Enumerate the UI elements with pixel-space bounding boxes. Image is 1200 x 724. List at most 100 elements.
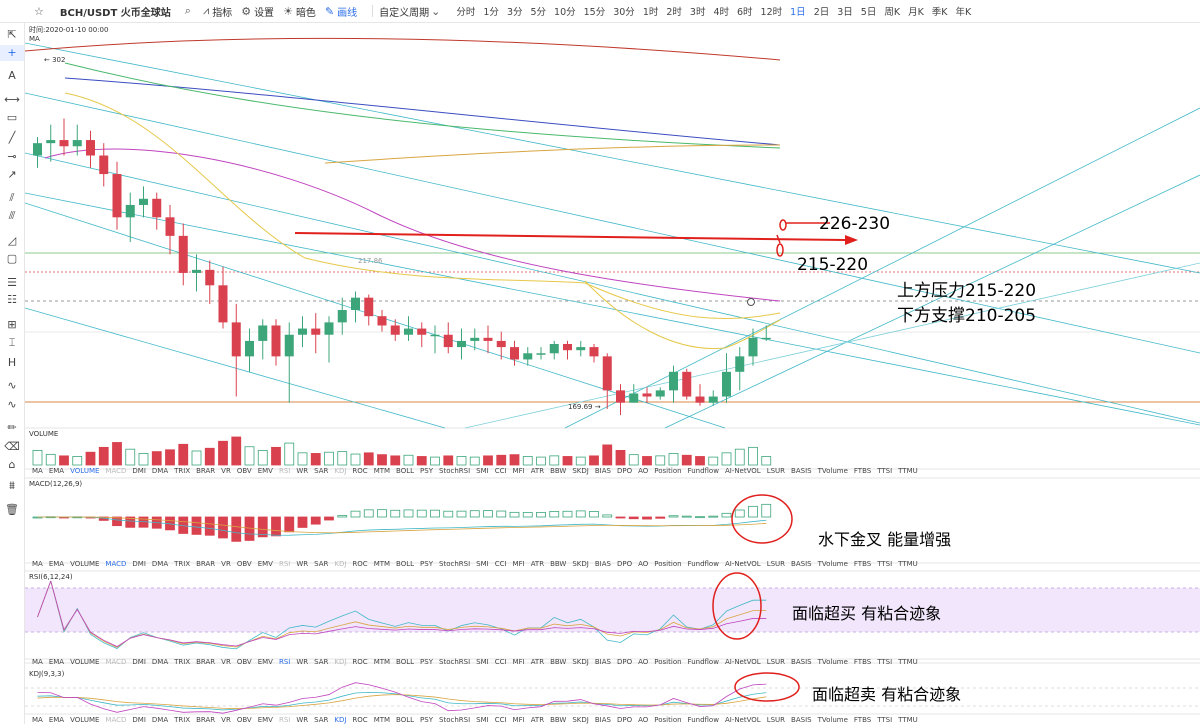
indicator-tab-brar[interactable]: BRAR <box>196 716 216 724</box>
indicator-tab-position[interactable]: Position <box>654 467 682 475</box>
indicator-tab-lsur[interactable]: LSUR <box>766 658 786 666</box>
custom-period-dropdown[interactable]: 自定义周期 ⌄ <box>379 4 441 19</box>
indicator-tab-ttsi[interactable]: TTSI <box>877 658 893 666</box>
indicator-tab-skdj[interactable]: SKDJ <box>572 560 589 568</box>
indicator-tab-lsur[interactable]: LSUR <box>766 716 786 724</box>
indicator-tab-smi[interactable]: SMI <box>476 716 489 724</box>
cursor-icon[interactable]: ⇱ <box>7 28 17 41</box>
trash-icon[interactable]: 🗑 <box>5 503 19 516</box>
indicator-tab-tvolume[interactable]: TVolume <box>817 560 848 568</box>
indicator-tab-ftbs[interactable]: FTBS <box>853 658 872 666</box>
indicator-tab-macd[interactable]: MACD <box>105 658 127 666</box>
indicator-tab-ma[interactable]: MA <box>32 658 43 666</box>
indicator-tab-dmi[interactable]: DMI <box>132 658 146 666</box>
period-5[interactable]: 15分 <box>583 7 606 18</box>
period-0[interactable]: 分时 <box>456 7 476 18</box>
gann-icon[interactable]: H <box>7 356 17 369</box>
search-icon[interactable]: ⌕ <box>184 4 191 17</box>
indicator-tab-brar[interactable]: BRAR <box>196 658 216 666</box>
indicator-tab-ftbs[interactable]: FTBS <box>853 716 872 724</box>
indicator-tab-ftbs[interactable]: FTBS <box>853 467 872 475</box>
settings-button[interactable]: ⚙ 设置 <box>241 4 275 19</box>
indicator-tab-bbw[interactable]: BBW <box>550 467 567 475</box>
crosshair-icon[interactable]: + <box>0 45 24 61</box>
indicator-tab-basis[interactable]: BASIS <box>791 658 812 666</box>
period-7[interactable]: 1时 <box>642 7 659 18</box>
indicator-tab-kdj[interactable]: KDJ <box>334 716 347 724</box>
indicator-tab-sar[interactable]: SAR <box>314 716 329 724</box>
indicator-tab-position[interactable]: Position <box>654 716 682 724</box>
indicator-tab-dmi[interactable]: DMI <box>132 560 146 568</box>
indicator-tab-stochrsi[interactable]: StochRSI <box>439 658 471 666</box>
horizontal-line-icon[interactable]: ⟷ <box>4 93 20 106</box>
period-14[interactable]: 2日 <box>813 7 830 18</box>
indicator-tab-ttmu[interactable]: TTMU <box>898 658 918 666</box>
indicator-tab-ai-netvol[interactable]: AI-NetVOL <box>724 560 761 568</box>
indicator-tab-trix[interactable]: TRIX <box>174 716 191 724</box>
indicator-tab-ao[interactable]: AO <box>638 560 649 568</box>
indicator-tab-obv[interactable]: OBV <box>236 467 252 475</box>
indicator-tab-ai-netvol[interactable]: AI-NetVOL <box>724 467 761 475</box>
indicator-tab-mfi[interactable]: MFI <box>512 658 525 666</box>
indicator-tab-psy[interactable]: PSY <box>420 560 433 568</box>
period-16[interactable]: 5日 <box>860 7 877 18</box>
indicator-tab-obv[interactable]: OBV <box>236 658 252 666</box>
indicator-tab-fundflow[interactable]: Fundflow <box>687 560 719 568</box>
indicator-tab-ma[interactable]: MA <box>32 467 43 475</box>
trend-line-icon[interactable]: ╱ <box>8 131 16 144</box>
indicator-tab-bias[interactable]: BIAS <box>594 716 611 724</box>
indicator-tab-tvolume[interactable]: TVolume <box>817 467 848 475</box>
indicator-tab-psy[interactable]: PSY <box>420 467 433 475</box>
indicator-tab-position[interactable]: Position <box>654 560 682 568</box>
indicator-tab-ma[interactable]: MA <box>32 716 43 724</box>
indicator-tab-ttmu[interactable]: TTMU <box>898 560 918 568</box>
indicator-tab-dma[interactable]: DMA <box>151 560 169 568</box>
brush-icon[interactable]: ✏ <box>7 421 17 434</box>
indicator-tab-ema[interactable]: EMA <box>48 658 65 666</box>
indicator-tab-ttmu[interactable]: TTMU <box>898 716 918 724</box>
triangle-icon[interactable]: ◿ <box>7 234 17 247</box>
indicator-tab-skdj[interactable]: SKDJ <box>572 658 589 666</box>
indicator-tab-mtm[interactable]: MTM <box>373 658 391 666</box>
indicator-tab-volume[interactable]: VOLUME <box>70 560 100 568</box>
period-15[interactable]: 3日 <box>837 7 853 18</box>
indicator-tab-brar[interactable]: BRAR <box>196 560 216 568</box>
period-11[interactable]: 6时 <box>737 7 753 18</box>
indicator-tab-dma[interactable]: DMA <box>151 658 169 666</box>
indicator-tab-fundflow[interactable]: Fundflow <box>687 467 719 475</box>
period-12[interactable]: 12时 <box>760 7 783 18</box>
grid-icon[interactable]: ⊞ <box>7 318 17 331</box>
indicator-tab-atr[interactable]: ATR <box>530 560 545 568</box>
indicator-tab-rsi[interactable]: RSI <box>278 467 291 475</box>
indicator-tab-basis[interactable]: BASIS <box>791 467 812 475</box>
indicator-tab-skdj[interactable]: SKDJ <box>572 716 589 724</box>
indicator-tab-cci[interactable]: CCI <box>494 716 507 724</box>
indicator-tab-ai-netvol[interactable]: AI-NetVOL <box>724 658 761 666</box>
indicator-tab-mfi[interactable]: MFI <box>512 716 525 724</box>
indicator-tab-psy[interactable]: PSY <box>420 716 433 724</box>
indicator-tab-ai-netvol[interactable]: AI-NetVOL <box>724 716 761 724</box>
indicator-tab-trix[interactable]: TRIX <box>174 467 191 475</box>
indicator-tab-kdj[interactable]: KDJ <box>334 467 347 475</box>
indicator-tab-ao[interactable]: AO <box>638 658 649 666</box>
indicator-tab-atr[interactable]: ATR <box>530 658 545 666</box>
fib-icon[interactable]: ⫻ <box>8 209 16 222</box>
indicator-tab-ttsi[interactable]: TTSI <box>877 716 893 724</box>
indicator-tab-emv[interactable]: EMV <box>257 658 273 666</box>
fib-retracement-icon[interactable]: ☰ <box>7 276 17 289</box>
indicator-tab-stochrsi[interactable]: StochRSI <box>439 560 471 568</box>
indicator-tab-obv[interactable]: OBV <box>236 560 252 568</box>
indicator-tab-cci[interactable]: CCI <box>494 467 507 475</box>
indicator-tab-ttmu[interactable]: TTMU <box>898 467 918 475</box>
indicator-tab-kdj[interactable]: KDJ <box>334 658 347 666</box>
magnet-icon[interactable]: ⩩ <box>9 479 15 492</box>
period-13[interactable]: 1日 <box>790 7 806 18</box>
indicator-tab-emv[interactable]: EMV <box>257 560 273 568</box>
indicator-tab-rsi[interactable]: RSI <box>278 560 291 568</box>
indicator-tab-dmi[interactable]: DMI <box>132 716 146 724</box>
indicator-tab-emv[interactable]: EMV <box>257 467 273 475</box>
measure-icon[interactable]: ⌶ <box>8 336 16 349</box>
indicator-tab-sar[interactable]: SAR <box>314 467 329 475</box>
indicator-tab-macd[interactable]: MACD <box>105 716 127 724</box>
period-10[interactable]: 4时 <box>713 7 729 18</box>
